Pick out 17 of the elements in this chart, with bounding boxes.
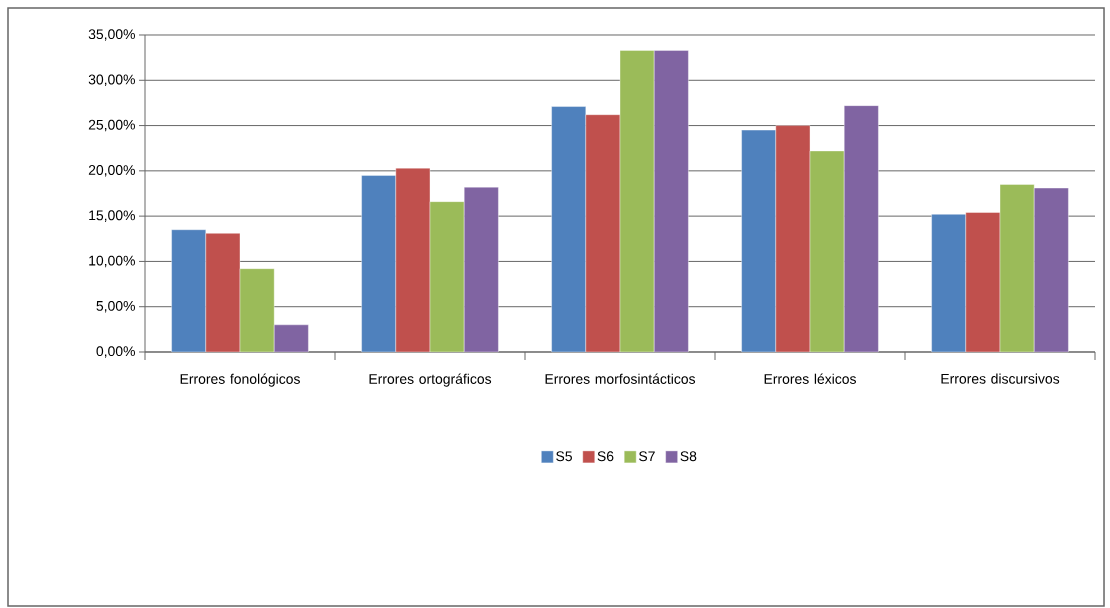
legend-label: S8 (680, 451, 697, 462)
y-tick-label: 0,00% (96, 346, 135, 358)
x-tick-label: Errores discursivos (941, 373, 1060, 384)
legend-label: S7 (639, 451, 655, 462)
y-tick-label: 30,00% (88, 74, 135, 87)
y-tick-label: 10,00% (89, 255, 135, 268)
x-tick-label: Errores fonológicos (180, 373, 300, 387)
y-tick-label: 5,00% (96, 300, 135, 313)
legend-label: S6 (597, 451, 614, 462)
x-tick-label: Errores léxicos (764, 373, 856, 384)
y-tick-label: 25,00% (88, 119, 135, 132)
y-tick-label: 35,00% (88, 29, 135, 41)
legend-label: S5 (556, 451, 572, 462)
x-tick-label: Errores morfosintácticos (545, 373, 696, 384)
y-tick-label: 15,00% (89, 210, 135, 222)
y-tick-label: 20,00% (88, 165, 135, 177)
x-tick-label: Errores ortográficos (369, 373, 492, 387)
